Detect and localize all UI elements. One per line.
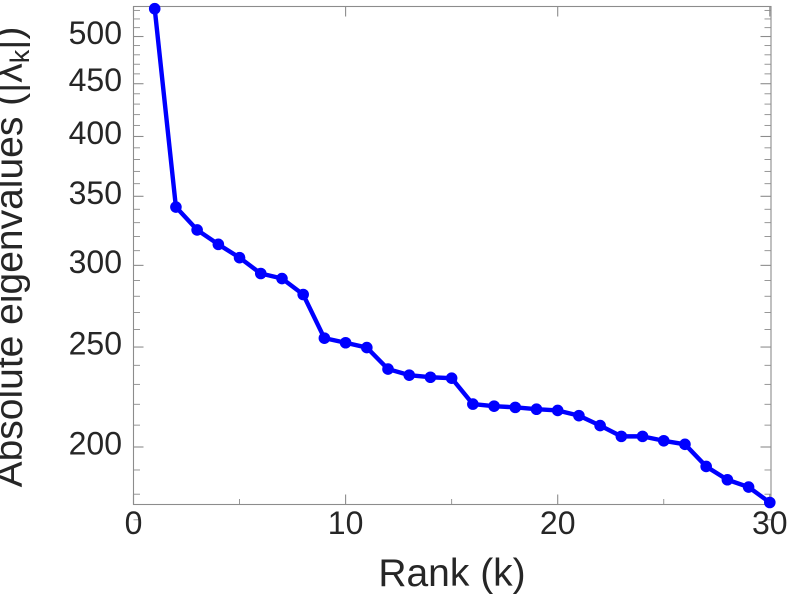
svg-text:Absolute eigenvalues (|λk|): Absolute eigenvalues (|λk|) xyxy=(0,27,35,488)
svg-text:0: 0 xyxy=(125,505,143,541)
svg-text:Rank (k): Rank (k) xyxy=(378,552,525,595)
svg-text:450: 450 xyxy=(69,62,122,98)
svg-text:500: 500 xyxy=(69,15,122,51)
svg-text:200: 200 xyxy=(69,426,122,462)
svg-text:30: 30 xyxy=(752,505,788,541)
svg-text:250: 250 xyxy=(69,326,122,362)
svg-text:300: 300 xyxy=(69,244,122,280)
svg-text:20: 20 xyxy=(540,505,576,541)
svg-text:10: 10 xyxy=(328,505,364,541)
svg-text:400: 400 xyxy=(69,115,122,151)
svg-text:350: 350 xyxy=(69,175,122,211)
